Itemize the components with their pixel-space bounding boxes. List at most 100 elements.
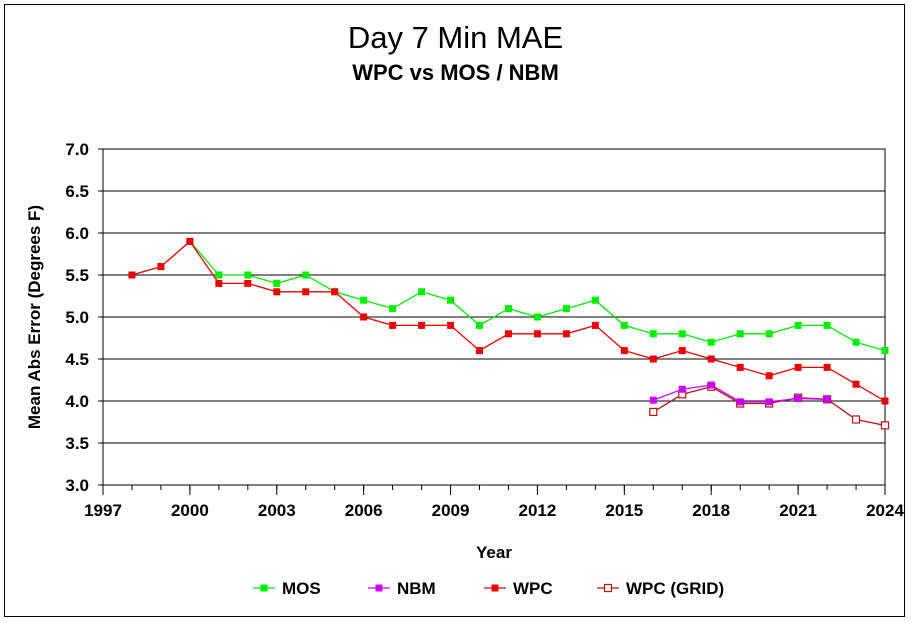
data-point [649,407,658,417]
x-tick-label: 2006 [345,501,383,520]
data-point [244,279,252,287]
x-tick-label: 2003 [258,501,296,520]
data-point [389,321,397,329]
data-point [794,363,802,371]
data-point [736,398,744,406]
y-tick-label: 3.0 [65,476,89,495]
y-axis: 3.0 3.5 4.0 4.5 5.0 5.5 6.0 6.5 7.0 [65,140,103,495]
y-tick-label: 3.5 [65,434,89,453]
data-point [562,305,570,313]
legend-label: WPC (GRID) [626,579,724,598]
y-tick-label: 6.0 [65,224,89,243]
data-point [157,263,165,271]
data-point [736,363,744,371]
x-tick-label: 2018 [692,501,730,520]
legend-swatch-marker [375,584,383,592]
legend-swatch-marker [260,584,268,592]
data-point [620,321,628,329]
data-point [418,288,426,296]
data-point [765,330,773,338]
data-point [591,296,599,304]
data-point [649,396,657,404]
data-point [273,279,281,287]
data-point [360,296,368,304]
data-point [707,338,715,346]
data-point [881,397,889,405]
data-point [881,347,889,355]
data-point [302,271,310,279]
data-point [533,330,541,338]
legend-swatch-marker [603,583,613,593]
legend-label: NBM [397,579,436,598]
chart-title: Day 7 Min MAE [347,20,564,55]
y-tick-label: 4.0 [65,392,89,411]
data-point [215,279,223,287]
data-point [678,385,686,393]
data-point [765,372,773,380]
data-point [823,321,831,329]
data-point [533,313,541,321]
data-point [620,347,628,355]
data-point [678,347,686,355]
grid-lines [103,190,885,444]
data-point [562,330,570,338]
x-tick-label: 1997 [84,501,122,520]
data-point [851,415,861,424]
series-group [128,237,890,430]
data-point [302,288,310,296]
legend-item: WPC [484,579,553,598]
data-point [273,288,281,296]
data-point [649,330,657,338]
data-point [736,330,744,338]
data-point [128,271,136,279]
x-tick-label: 2021 [779,501,817,520]
y-axis-label: Mean Abs Error (Degrees F) [25,205,44,429]
data-point [852,338,860,346]
data-point [852,380,860,388]
data-point [823,395,831,403]
data-point [504,305,512,313]
x-tick-label: 2009 [432,501,470,520]
y-tick-label: 5.0 [65,308,89,327]
data-point [244,271,252,279]
data-point [591,321,599,329]
x-tick-label: 2012 [519,501,557,520]
y-tick-label: 6.5 [65,182,89,201]
legend-item: MOS [253,579,321,598]
data-point [447,321,455,329]
data-point [215,271,223,279]
legend-item: WPC (GRID) [597,579,724,598]
data-point [678,330,686,338]
chart-frame [4,4,905,617]
data-point [186,237,194,245]
data-point [447,296,455,304]
data-point [476,321,484,329]
x-tick-label: 2000 [171,501,209,520]
legend: MOS NBM WPC WPC (GRID) [253,579,724,598]
data-point [765,398,773,406]
y-tick-label: 7.0 [65,140,89,159]
data-point [389,305,397,313]
data-point [649,355,657,363]
y-tick-label: 5.5 [65,266,89,285]
data-point [823,363,831,371]
data-point [707,381,715,389]
legend-item: NBM [368,579,436,598]
legend-label: WPC [513,579,553,598]
y-tick-label: 4.5 [65,350,89,369]
data-point [794,394,802,402]
legend-swatch-marker [491,584,499,592]
data-point [418,321,426,329]
data-point [360,313,368,321]
x-axis: 1997 2000 2003 2006 2009 2012 2015 2018 2021 2024 [84,485,904,520]
chart-subtitle: WPC vs MOS / NBM [352,60,559,85]
data-point [880,421,890,430]
legend-label: MOS [282,579,321,598]
data-point [707,355,715,363]
data-point [794,321,802,329]
x-tick-label: 2015 [605,501,643,520]
data-point [476,347,484,355]
x-tick-label: 2024 [866,501,904,520]
data-point [331,288,339,296]
